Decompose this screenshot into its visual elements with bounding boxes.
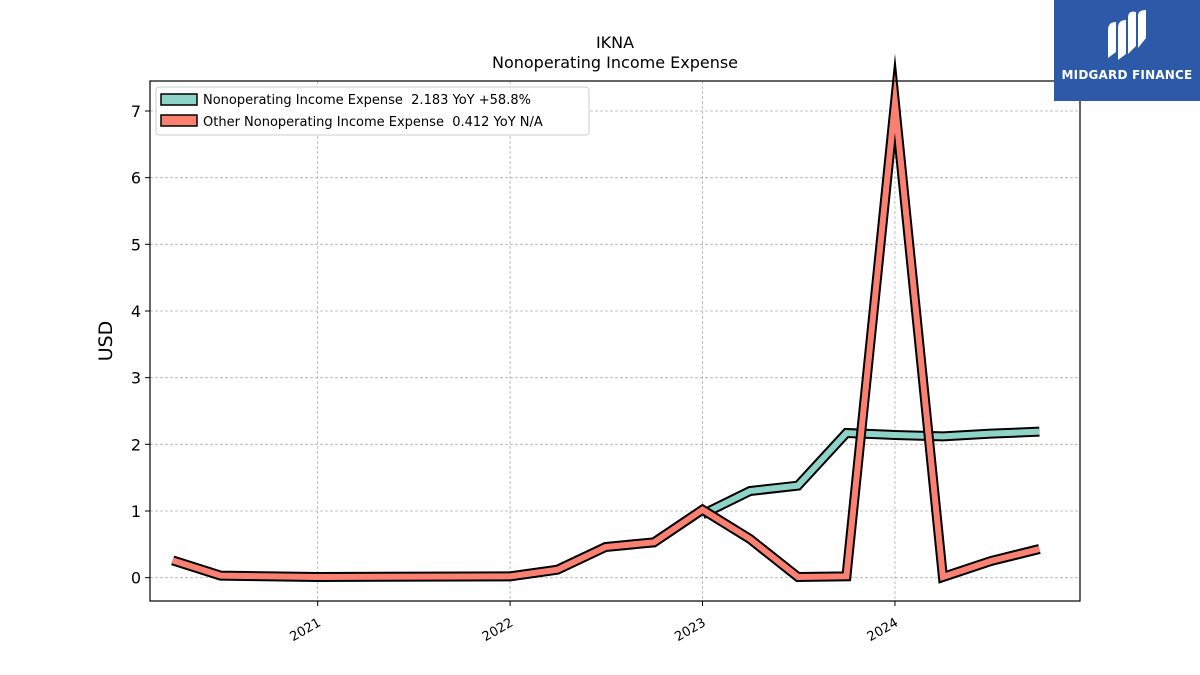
chart-title: IKNA <box>596 33 634 52</box>
legend-swatch-other-nonoperating-income-expense <box>160 114 198 127</box>
y-axis-label: USD <box>95 321 117 362</box>
y-tick-label: 0 <box>131 569 141 588</box>
y-tick-label: 7 <box>131 102 141 121</box>
x-tick-label: 2024 <box>865 615 901 645</box>
legend-label-other-nonoperating-income-expense: Other Nonoperating Income Expense 0.412 … <box>203 115 543 130</box>
x-tick-label: 2021 <box>287 615 323 645</box>
legend-label-nonoperating-income-expense: Nonoperating Income Expense 2.183 YoY +5… <box>203 93 531 108</box>
x-tick-label: 2023 <box>672 615 708 645</box>
y-tick-label: 6 <box>131 169 141 188</box>
x-axis: 2021 2022 2023 2024 <box>287 601 901 645</box>
y-tick-label: 2 <box>131 435 141 454</box>
series-line-nonoperating-income-expense <box>701 428 1040 518</box>
chart-subtitle: Nonoperating Income Expense <box>492 53 738 72</box>
legend: Nonoperating Income Expense 2.183 YoY +5… <box>155 86 590 136</box>
midgard-logo-icon <box>1108 10 1146 60</box>
y-tick-label: 1 <box>131 502 141 521</box>
series-group <box>171 53 1041 584</box>
legend-box <box>155 86 590 136</box>
y-tick-label: 3 <box>131 369 141 388</box>
y-tick-label: 5 <box>131 235 141 254</box>
series-line-other-nonoperating-income-expense <box>171 73 1041 582</box>
y-axis: 0 1 2 3 4 5 6 7 <box>131 102 150 588</box>
brand-logo: MIDGARD FINANCE <box>1054 0 1200 101</box>
grid-lines <box>150 81 1080 601</box>
series-outline-other-nonoperating-income-expense <box>171 53 1041 584</box>
brand-name: MIDGARD FINANCE <box>1061 68 1193 82</box>
x-tick-label: 2022 <box>480 615 516 645</box>
y-tick-label: 4 <box>131 302 141 321</box>
plot-area-frame <box>149 80 1081 602</box>
legend-swatch-nonoperating-income-expense <box>160 93 198 106</box>
